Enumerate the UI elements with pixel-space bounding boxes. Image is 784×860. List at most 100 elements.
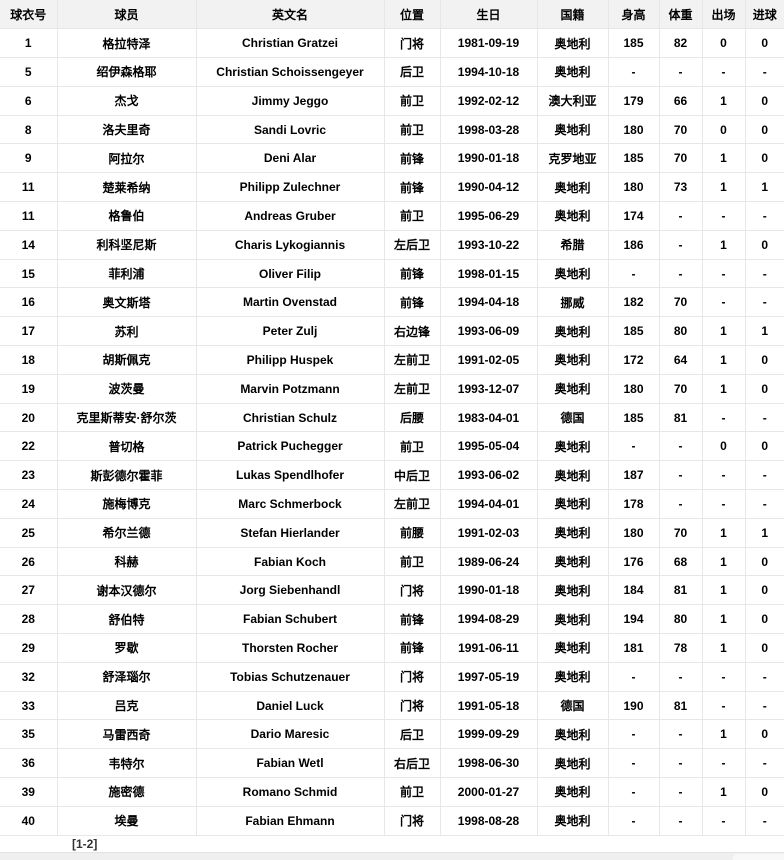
cell-jersey-number: 32 <box>0 662 58 692</box>
table-row: 27 谢本汉德尔 Jorg Siebenhandl 门将 1990-01-18 奥地利 18… <box>0 575 784 606</box>
cell-player-name: 希尔兰德 <box>57 518 197 548</box>
cell-english-name: Dario Maresic <box>196 719 385 750</box>
cell-position: 前锋 <box>384 143 441 174</box>
cell-weight: 78 <box>659 633 703 663</box>
cell-player-name: 施密德 <box>57 777 197 807</box>
cell-position: 门将 <box>384 691 441 721</box>
table-row: 11 格鲁伯 Andreas Gruber 前卫 1995-06-29 奥地利 174- - - <box>0 201 784 231</box>
column-header-jersey-number: 球衣号 <box>0 0 58 30</box>
cell-height: 176 <box>608 547 660 577</box>
cell-jersey-number: 14 <box>0 230 58 260</box>
cell-height: 181 <box>608 633 660 663</box>
cell-position: 前卫 <box>384 86 441 116</box>
table-row: 26 科赫 Fabian Koch 前卫 1989-06-24 奥地利 176 68 1 0 <box>0 547 784 577</box>
cell-birthday: 1994-04-18 <box>440 287 538 318</box>
cell-weight: - <box>659 201 703 231</box>
table-row: 22 普切格 Patrick Puchegger 前卫 1995-05-04 奥地利 - -0… <box>0 431 784 462</box>
cell-nationality: 奥地利 <box>537 518 609 548</box>
cell-goals: 0 <box>745 575 784 606</box>
cell-english-name: Christian Schoissengeyer <box>196 57 385 87</box>
cell-appearances: 1 <box>702 345 746 375</box>
cell-english-name: Martin Ovenstad <box>196 287 385 318</box>
cell-position: 前腰 <box>384 518 441 548</box>
cell-birthday: 1993-06-02 <box>440 460 538 491</box>
column-header-goals: 进球 <box>745 0 784 30</box>
cell-goals: - <box>745 460 784 491</box>
cell-english-name: Fabian Schubert <box>196 604 385 635</box>
cell-height: 194 <box>608 604 660 635</box>
table-row: 8 洛夫里奇 Sandi Lovric 前卫 1998-03-28 奥地利 180 70 0 0 <box>0 115 784 145</box>
cell-height: - <box>608 662 660 692</box>
cell-position: 前锋 <box>384 604 441 635</box>
cell-weight: - <box>659 806 703 836</box>
column-header-appearances: 出场 <box>702 0 746 30</box>
cell-goals: - <box>745 806 784 836</box>
cell-jersey-number: 35 <box>0 719 58 750</box>
table-row: 32 舒泽瑙尔 Tobias Schutzenauer 门将 1997-05-19 奥地利… <box>0 662 784 692</box>
cell-player-name: 埃曼 <box>57 806 197 836</box>
cell-height: 174 <box>608 201 660 231</box>
cell-goals: - <box>745 691 784 721</box>
cell-english-name: Fabian Koch <box>196 547 385 577</box>
cell-weight: 81 <box>659 575 703 606</box>
cell-goals: 0 <box>745 28 784 59</box>
cell-appearances: 1 <box>702 719 746 750</box>
table-row: 40 埃曼 Fabian Ehmann 门将 1998-08-28 奥地利 - - - - <box>0 806 784 836</box>
cell-jersey-number: 20 <box>0 403 58 433</box>
cell-appearances: - <box>702 57 746 87</box>
cell-weight: 82 <box>659 28 703 59</box>
cell-player-name: 楚莱希纳 <box>57 172 197 203</box>
cell-nationality: 奥地利 <box>537 345 609 375</box>
cell-position: 前卫 <box>384 777 441 807</box>
cell-weight: 70 <box>659 374 703 404</box>
cell-birthday: 1990-04-12 <box>440 172 538 203</box>
cell-nationality: 奥地利 <box>537 604 609 635</box>
table-row: 9 阿拉尔 Deni Alar 前锋 1990-01-18 克罗地亚 185 70 1 0 <box>0 143 784 174</box>
table-row: 29 罗歇 Thorsten Rocher 前锋 1991-06-11 奥地利 181 78 1… <box>0 633 784 663</box>
cell-nationality: 奥地利 <box>537 201 609 231</box>
pagination-range-link[interactable]: [1-2] <box>72 837 98 851</box>
cell-appearances: 1 <box>702 518 746 548</box>
cell-height: 187 <box>608 460 660 491</box>
cell-appearances: 1 <box>702 143 746 174</box>
cell-nationality: 德国 <box>537 691 609 721</box>
cell-weight: - <box>659 489 703 519</box>
cell-goals: 0 <box>745 719 784 750</box>
cell-jersey-number: 9 <box>0 143 58 174</box>
table-row: 14 利科坚尼斯 Charis Lykogiannis 左后卫 1993-10-22 希腊… <box>0 230 784 260</box>
cell-birthday: 1993-06-09 <box>440 316 538 347</box>
column-header-position: 位置 <box>384 0 441 30</box>
cell-english-name: Marvin Potzmann <box>196 374 385 404</box>
cell-nationality: 奥地利 <box>537 719 609 750</box>
cell-goals: 0 <box>745 374 784 404</box>
cell-player-name: 绍伊森格耶 <box>57 57 197 87</box>
cell-height: 180 <box>608 374 660 404</box>
cell-goals: - <box>745 57 784 87</box>
pagination: [1-2] <box>72 838 97 852</box>
cell-birthday: 1998-08-28 <box>440 806 538 836</box>
cell-player-name: 洛夫里奇 <box>57 115 197 145</box>
cell-english-name: Christian Schulz <box>196 403 385 433</box>
cell-player-name: 施梅博克 <box>57 489 197 519</box>
cell-weight: - <box>659 662 703 692</box>
cell-jersey-number: 16 <box>0 287 58 318</box>
cell-nationality: 奥地利 <box>537 115 609 145</box>
cell-height: 180 <box>608 115 660 145</box>
cell-nationality: 挪威 <box>537 287 609 318</box>
cell-height: 184 <box>608 575 660 606</box>
cell-position: 前锋 <box>384 287 441 318</box>
table-header: 球衣号 球员 英文名 位置 生日 国籍 身高 体重 出场 进球 <box>0 0 784 30</box>
cell-goals: 0 <box>745 777 784 807</box>
cell-birthday: 1983-04-01 <box>440 403 538 433</box>
cell-birthday: 1981-09-19 <box>440 28 538 59</box>
cell-nationality: 奥地利 <box>537 806 609 836</box>
cell-english-name: Tobias Schutzenauer <box>196 662 385 692</box>
table-row: 36 韦特尔 Fabian Wetl 右后卫 1998-06-30 奥地利 - - - - <box>0 748 784 779</box>
cell-jersey-number: 17 <box>0 316 58 347</box>
cell-player-name: 吕克 <box>57 691 197 721</box>
cell-weight: 64 <box>659 345 703 375</box>
table-row: 11 楚莱希纳 Philipp Zulechner 前锋 1990-04-12 奥地利 18… <box>0 172 784 203</box>
cell-player-name: 波茨曼 <box>57 374 197 404</box>
cell-appearances: - <box>702 259 746 289</box>
cell-appearances: 1 <box>702 604 746 635</box>
